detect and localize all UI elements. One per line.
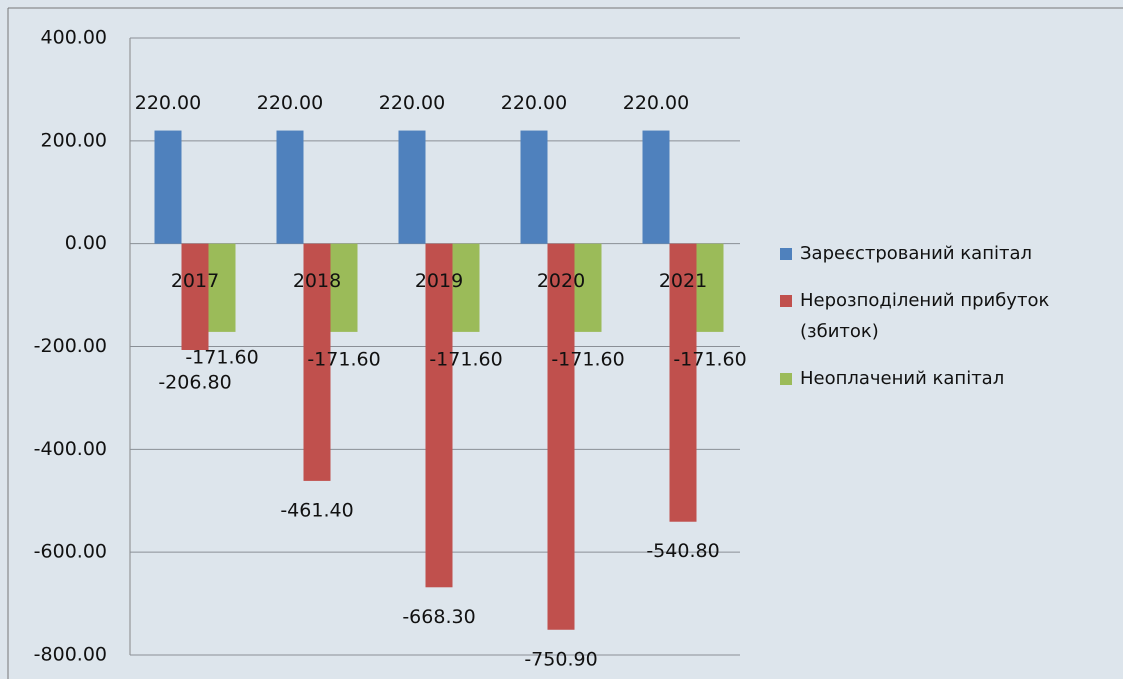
y-tick-label: 0.00 <box>65 232 107 254</box>
x-tick-label: 2020 <box>537 270 585 292</box>
data-label: -171.60 <box>673 348 746 370</box>
legend-item: Нерозподілений прибуток (збиток) <box>780 285 1110 347</box>
legend-swatch <box>780 295 792 307</box>
legend-swatch <box>780 248 792 260</box>
y-tick-label: -400.00 <box>34 438 107 460</box>
x-tick-label: 2018 <box>293 270 341 292</box>
data-label: -750.90 <box>524 648 597 670</box>
x-tick-label: 2019 <box>415 270 463 292</box>
x-tick-label: 2021 <box>659 270 707 292</box>
data-label: -171.60 <box>185 346 258 368</box>
legend: Зареєстрований капітал Нерозподілений при… <box>780 238 1110 410</box>
data-label: 220.00 <box>135 92 201 114</box>
legend-item: Неоплачений капітал <box>780 363 1110 394</box>
y-tick-label: -600.00 <box>34 541 107 563</box>
bar <box>521 131 548 244</box>
data-label: -668.30 <box>402 606 475 628</box>
data-label: -171.60 <box>429 348 502 370</box>
bar <box>277 131 304 244</box>
y-tick-label: -200.00 <box>34 335 107 357</box>
bar <box>643 131 670 244</box>
bar <box>548 244 575 630</box>
x-tick-label: 2017 <box>171 270 219 292</box>
y-tick-label: -800.00 <box>34 644 107 666</box>
legend-swatch <box>780 373 792 385</box>
data-label: -171.60 <box>551 348 624 370</box>
legend-label: Нерозподілений прибуток (збиток) <box>800 285 1110 347</box>
data-label: 220.00 <box>257 92 323 114</box>
data-label: 220.00 <box>623 92 689 114</box>
chart-area: -800.00 -600.00 -400.00 -200.00 0.00 200.00 40… <box>0 0 1123 679</box>
legend-label: Неоплачений капітал <box>800 363 1004 394</box>
legend-label: Зареєстрований капітал <box>800 238 1032 269</box>
bar <box>155 131 182 244</box>
data-label: 220.00 <box>379 92 445 114</box>
data-label: 220.00 <box>501 92 567 114</box>
data-label: -171.60 <box>307 348 380 370</box>
data-label: -206.80 <box>158 371 231 393</box>
data-label: -540.80 <box>646 540 719 562</box>
bar <box>426 244 453 588</box>
y-tick-label: 200.00 <box>41 129 107 151</box>
bar <box>182 244 209 350</box>
data-label: -461.40 <box>280 499 353 521</box>
legend-item: Зареєстрований капітал <box>780 238 1110 269</box>
y-tick-label: 400.00 <box>41 27 107 49</box>
bar <box>399 131 426 244</box>
